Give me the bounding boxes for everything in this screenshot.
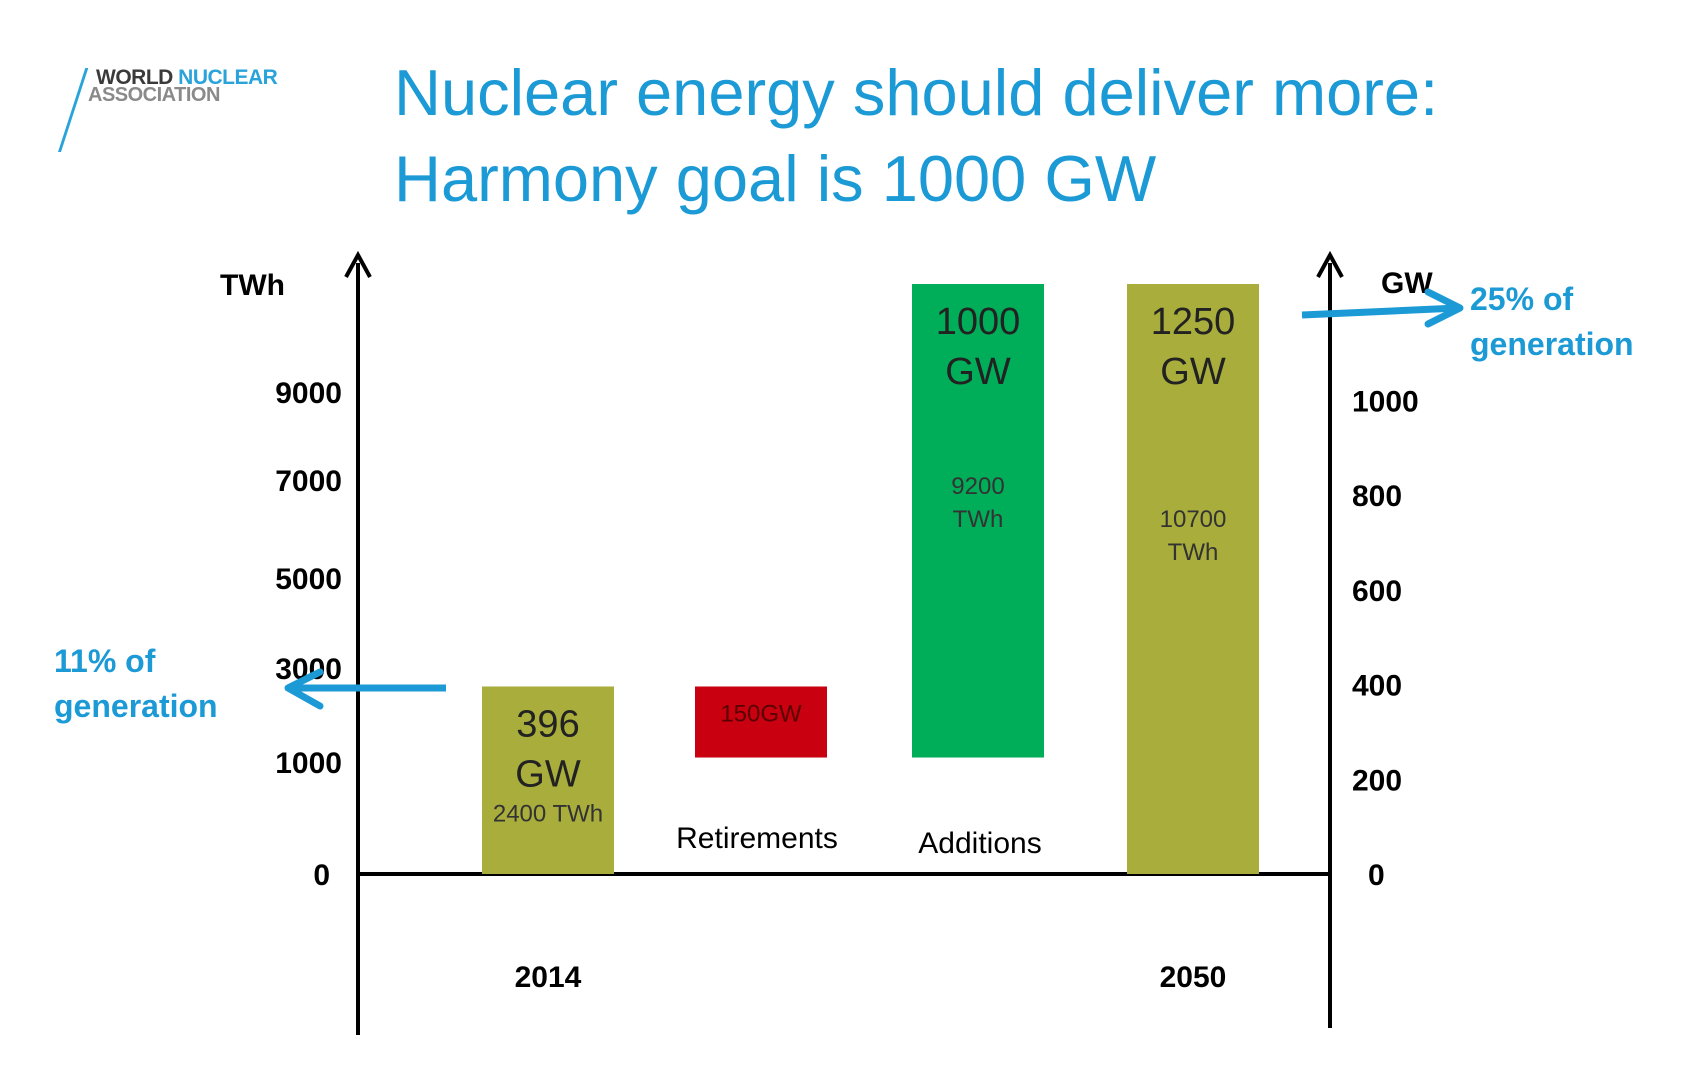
bar-unit-label: GW — [1160, 351, 1226, 393]
logo-word-world: WORLD — [96, 66, 179, 89]
left-tick-label: 7000 — [275, 465, 342, 498]
left-annotation-arrowhead — [284, 668, 324, 710]
bar-energy-unit-label: TWh — [1168, 539, 1219, 566]
bar-value-label: 1000 — [936, 301, 1021, 343]
category-label-2014: 2014 — [515, 961, 582, 994]
bar-value-label: 1250 — [1151, 301, 1236, 343]
right-tick-label: 200 — [1352, 764, 1402, 797]
left-axis-arrowhead — [344, 250, 372, 278]
category-label-additions: Additions — [918, 827, 1041, 860]
title-line2: Harmony goal is 1000 GW — [394, 142, 1157, 215]
bar-energy-unit-label: TWh — [953, 506, 1004, 533]
bar-retirements — [695, 686, 827, 758]
bar-energy-label: 9200 — [951, 473, 1004, 500]
bar-value-label: 396 — [516, 703, 579, 745]
logo-line2: ASSOCIATION — [88, 84, 220, 106]
category-label-retirements: Retirements — [676, 822, 838, 855]
left-annotation-line2: generation — [54, 688, 218, 724]
page-title: Nuclear energy should deliver more: Harm… — [394, 50, 1438, 222]
bar-unit-label: GW — [945, 351, 1011, 393]
right-tick-label: 1000 — [1352, 386, 1419, 419]
bar-2014 — [482, 686, 614, 874]
right-tick-label: 400 — [1352, 670, 1402, 703]
bar-2050 — [1127, 284, 1259, 874]
bar-energy-label: 2400 TWh — [493, 800, 603, 827]
right-annotation-arrowhead — [1424, 288, 1464, 328]
bar-value-label: 150GW — [720, 700, 802, 727]
bar-energy-label: 10700 — [1160, 506, 1227, 533]
right-tick-label: 0 — [1368, 859, 1385, 892]
right-axis-arrowhead — [1316, 250, 1344, 278]
right-annotation-arrow-shaft — [1301, 304, 1459, 319]
logo-line1: WORLD NUCLEAR — [96, 66, 278, 90]
title-line1: Nuclear energy should deliver more: — [394, 56, 1439, 129]
logo-word-nuclear: NUCLEAR — [178, 66, 278, 89]
right-annotation-line2: generation — [1470, 326, 1634, 362]
right-tick-label: 800 — [1352, 480, 1402, 513]
left-tick-label: 1000 — [275, 747, 342, 780]
left-tick-label: 9000 — [275, 377, 342, 410]
left-annotation-line1: 11% of — [54, 643, 156, 679]
left-tick-label: 5000 — [275, 563, 342, 596]
bar-additions — [912, 284, 1044, 758]
right-tick-label: 600 — [1352, 575, 1402, 608]
right-axis-title: GW — [1381, 267, 1433, 300]
left-tick-label: 0 — [313, 859, 330, 892]
right-annotation-line1: 25% of — [1470, 281, 1573, 317]
bar-unit-label: GW — [515, 753, 581, 795]
left-axis-title: TWh — [220, 269, 285, 302]
category-label-2050: 2050 — [1160, 961, 1227, 994]
world-nuclear-association-logo: WORLD NUCLEAR ASSOCIATION — [58, 62, 318, 152]
